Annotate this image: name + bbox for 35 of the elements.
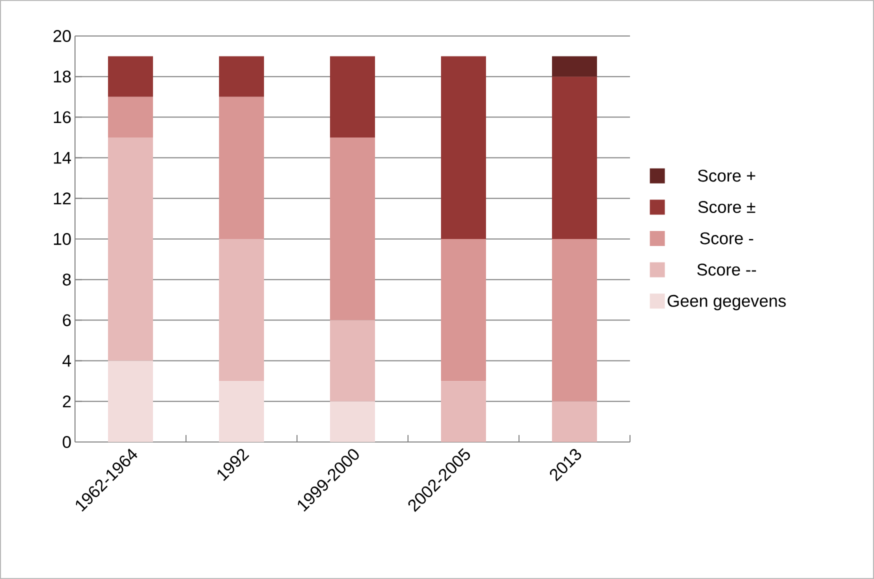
y-tick-label: 14 [54, 152, 71, 164]
bar [330, 401, 376, 442]
y-tick-label: 2 [62, 395, 71, 408]
bar [108, 137, 154, 361]
y-tick-label: 8 [62, 274, 71, 286]
bar [108, 56, 154, 97]
y-tick-label: 18 [54, 70, 71, 83]
bar [330, 320, 376, 402]
bar [219, 381, 264, 442]
y-tick-label: 10 [54, 232, 71, 245]
legend-label: Geen gegevens [668, 294, 786, 310]
y-tick-label: 20 [54, 30, 71, 42]
bar [552, 56, 598, 77]
bar [330, 137, 376, 320]
legend-label: Score + [698, 170, 756, 182]
legend-label: Score - [700, 232, 754, 244]
y-tick-label: 4 [62, 354, 71, 367]
legend-label: Score -- [697, 264, 756, 276]
bar [108, 360, 154, 442]
bar [108, 96, 154, 138]
bar [441, 381, 486, 442]
y-tick-label: 16 [54, 111, 71, 124]
legend-label: Score ± [698, 201, 756, 214]
bar [219, 96, 264, 239]
y-tick-label: 0 [62, 436, 71, 448]
bar [441, 238, 486, 382]
bar [330, 56, 376, 138]
bar [552, 401, 598, 442]
bar [552, 76, 598, 239]
y-tick-label: 12 [54, 192, 71, 204]
bar [552, 238, 598, 402]
bar [441, 56, 486, 239]
bar [219, 56, 264, 97]
bar [219, 238, 264, 382]
y-tick-label: 6 [62, 314, 71, 326]
